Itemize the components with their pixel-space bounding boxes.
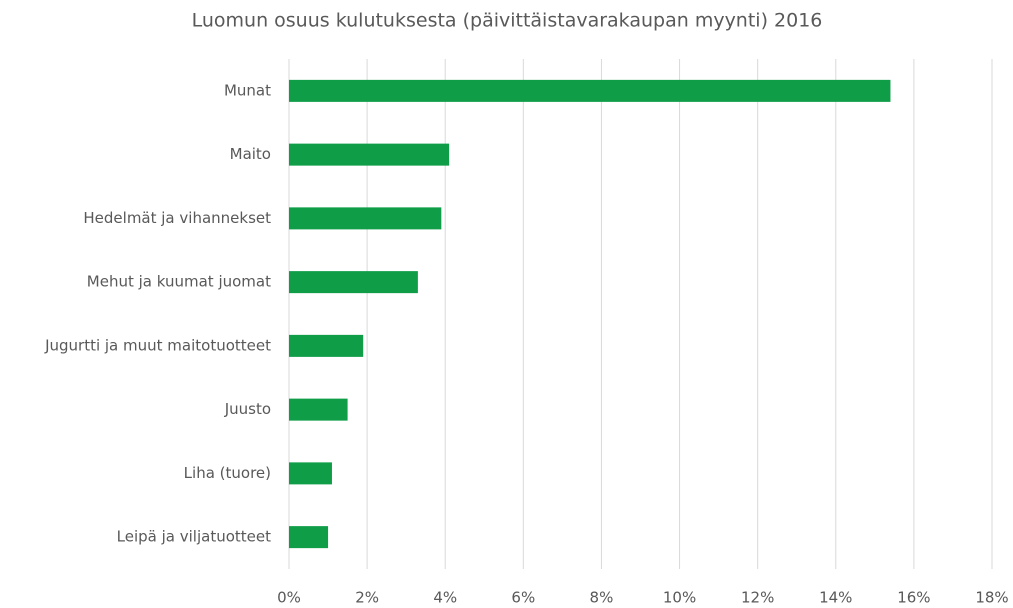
bar (289, 398, 348, 421)
x-tick-label: 18% (975, 589, 1008, 607)
chart-title: Luomun osuus kulutuksesta (päivittäistav… (192, 10, 823, 32)
y-tick-label: Juusto (224, 400, 271, 418)
y-tick-label: Hedelmät ja vihannekset (83, 209, 271, 227)
bar (289, 526, 329, 549)
x-tick-label: 16% (897, 589, 930, 607)
x-tick-label: 0% (277, 589, 301, 607)
y-tick-label: Maito (230, 145, 271, 163)
bar (289, 207, 442, 230)
y-tick-label: Leipä ja viljatuotteet (117, 528, 271, 546)
bar (289, 462, 332, 485)
bar (289, 143, 450, 166)
y-tick-label: Jugurtti ja muut maitotuotteet (44, 336, 271, 354)
y-tick-label: Mehut ja kuumat juomat (87, 273, 271, 291)
bar (289, 334, 364, 357)
bar (289, 79, 891, 102)
bar (289, 271, 418, 294)
x-tick-label: 10% (663, 589, 696, 607)
x-tick-label: 6% (511, 589, 535, 607)
x-tick-label: 2% (355, 589, 379, 607)
x-tick-label: 12% (741, 589, 774, 607)
x-tick-label: 8% (590, 589, 614, 607)
y-tick-label: Munat (224, 81, 271, 99)
x-tick-label: 4% (433, 589, 457, 607)
y-tick-label: Liha (tuore) (184, 464, 271, 482)
x-tick-label: 14% (819, 589, 852, 607)
